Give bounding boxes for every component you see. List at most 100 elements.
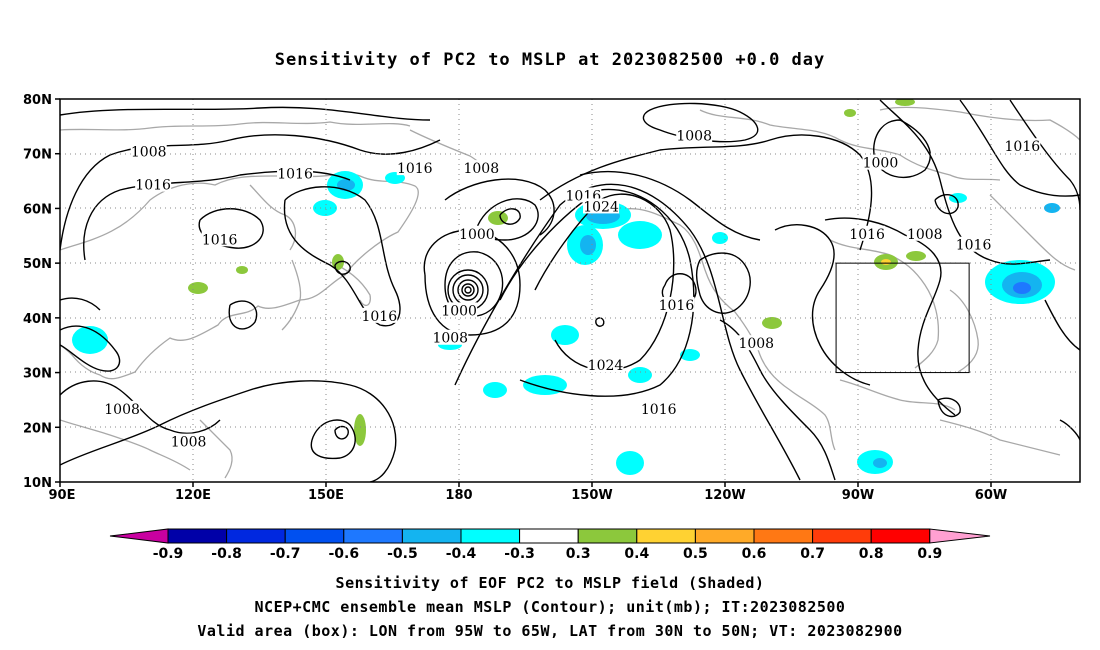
lat-tick-label: 40N [23,312,52,327]
contour-label: 1008 [131,145,167,161]
contour-labels: 1008 1016 1016 1016 1016 1008 1000 1016 1024 1008… [104,127,1041,451]
coastlines [60,106,1080,479]
contour-label-bg [640,400,677,416]
colorbar-tick-label: 0.3 [566,546,591,562]
contour-label: 1016 [641,402,677,418]
lon-tick-label: 120W [704,488,745,503]
colorbar-segment [753,528,814,544]
mslp-contours [60,99,1080,482]
colorbar-left-cap [109,528,169,544]
colorbar-segment [577,528,638,544]
contour-label: 1016 [277,167,313,183]
colorbar-tick-label: -0.4 [446,546,477,562]
contour-label-bg [130,143,167,159]
colorbar-tick-label: 0.6 [742,546,767,562]
colorbar-tick-label: 0.9 [917,546,942,562]
contour-label: 1008 [738,336,774,352]
contour-label-bg [170,433,207,449]
contour-label-bg [458,225,495,241]
lon-tick-label: 90E [49,488,76,503]
contour-label-bg [104,400,141,416]
contour-label: 1008 [432,331,468,347]
contour-label-bg [396,160,433,176]
contour-label-bg [862,154,899,170]
lon-tick-label: 150E [308,488,344,503]
lon-tick-label: 120E [175,488,211,503]
contour-label-bg [361,307,398,323]
lat-tick-label: 70N [23,148,52,163]
colorbar-tick-label: 0.7 [800,546,825,562]
caption-line-2: NCEP+CMC ensemble mean MSLP (Contour); u… [254,598,846,616]
contour-label-bg [738,335,775,351]
lon-tick-label: 60W [975,488,1007,503]
colorbar-tick-label: 0.8 [859,546,884,562]
colorbar-tick-label: -0.3 [504,546,535,562]
contour-label: 1008 [676,128,712,144]
colorbar-segment [226,528,286,544]
colorbar-tick-label: -0.6 [328,546,359,562]
caption-line-1: Sensitivity of EOF PC2 to MSLP field (Sh… [335,574,765,592]
lat-tick-label: 20N [23,421,52,436]
contour-label: 1008 [171,435,207,451]
map-frame [59,98,1081,483]
colorbar-tick-label: 0.4 [624,546,649,562]
colorbar-right-cap [929,528,991,544]
colorbar-segment [812,528,872,544]
lon-tick-label: 90W [842,488,874,503]
contour-label-bg [441,302,478,318]
contour-label-bg [463,160,500,176]
sensitivity-shading [72,99,1060,475]
contour-label: 1016 [1005,139,1041,155]
contour-label: 1016 [849,227,885,243]
colorbar-segment [343,528,403,544]
contour-label-bg [955,236,992,252]
contour-label: 1008 [463,161,499,177]
colorbar-segment [870,528,931,544]
colorbar-tick-label: 0.5 [683,546,708,562]
map-background [60,99,1080,482]
contour-label-bg [1004,138,1041,154]
contour-label-bg [135,176,172,192]
colorbar-tick-label: -0.8 [211,546,242,562]
contour-label-bg [906,225,943,241]
contour-label: 1008 [104,402,140,418]
caption-line-3: Valid area (box): LON from 95W to 65W, L… [197,622,903,640]
valid-area-box [835,262,970,374]
contour-label: 1016 [956,238,992,254]
colorbar-segment [460,528,521,544]
contour-label: 1016 [135,178,171,194]
colorbar-segment [167,528,228,544]
lat-tick-label: 80N [23,93,52,108]
contour-label-bg [587,357,624,373]
contour-label-bg [277,165,314,181]
contour-label: 1000 [441,303,477,319]
contour-label-bg [201,231,238,247]
contour-label: 1016 [361,309,397,325]
contour-label-bg [849,225,886,241]
contour-label: 1008 [907,227,943,243]
colorbar-tick-label: -0.7 [270,546,301,562]
contour-label: 1000 [459,227,495,243]
contour-label-bg [658,296,695,312]
lat-axis: 80N 70N 60N 50N 40N 30N 20N 10N [23,93,60,491]
lat-tick-label: 50N [23,257,52,272]
contour-label: 1016 [659,298,695,314]
chart-title: Sensitivity of PC2 to MSLP at 2023082500… [274,50,826,70]
contour-label: 1000 [863,156,899,172]
contour-label: 1024 [588,358,624,374]
colorbar-segment [636,528,696,544]
contour-label: 1024 [583,199,619,215]
lat-tick-label: 30N [23,367,52,382]
colorbar: -0.9 -0.8 -0.7 -0.6 -0.5 -0.4 -0.3 0.3 0.4 0.5 0.6… [109,528,991,562]
colorbar-tick-label: -0.5 [387,546,418,562]
contour-label-bg [676,127,713,143]
colorbar-segment [519,528,579,544]
contour-label: 1016 [202,232,238,248]
lat-tick-label: 10N [23,476,52,491]
colorbar-segment [284,528,345,544]
contour-label-bg [583,198,620,214]
lon-tick-label: 150W [571,488,612,503]
lat-tick-label: 60N [23,202,52,217]
lon-tick-label: 180 [445,488,472,503]
